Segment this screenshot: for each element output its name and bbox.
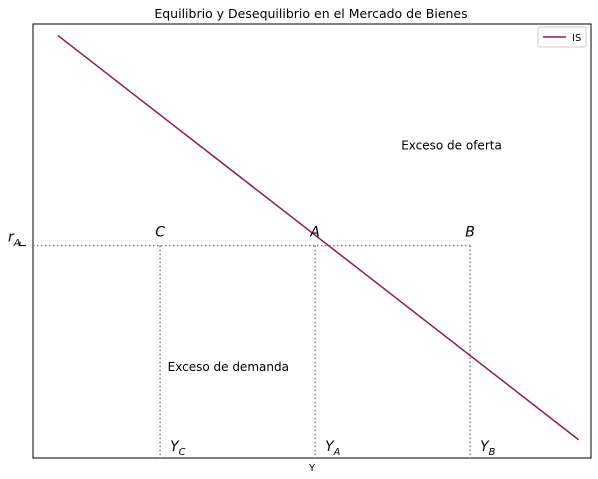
annotation-exceso-oferta: Exceso de oferta [401, 139, 502, 153]
annotation-exceso-demanda: Exceso de demanda [168, 360, 289, 374]
point-label-b: B [465, 225, 475, 241]
x-annotation-y-c: YC [170, 439, 186, 458]
series-line-is [57, 34, 580, 441]
point-label-c: C [155, 225, 165, 241]
plot-area [32, 23, 592, 459]
x-axis-label: Y [308, 463, 316, 474]
chart-title: Equilibrio y Desequilibrio en el Mercado… [154, 6, 467, 21]
x-annotation-y-b: YB [480, 439, 496, 458]
legend-label-is: IS [572, 33, 581, 44]
x-annotation-y-a: YA [325, 439, 341, 458]
point-label-a: A [309, 225, 320, 241]
y-tick-label-ra: rA [8, 230, 21, 249]
